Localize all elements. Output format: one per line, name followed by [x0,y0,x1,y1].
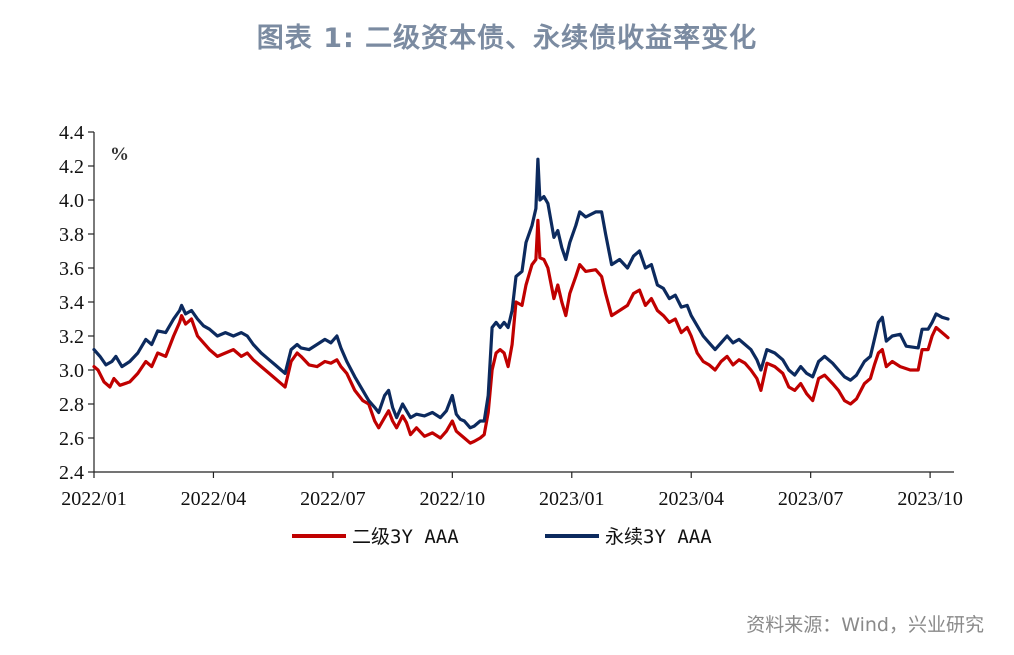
x-axis-ticks: 2022/01 2022/04 2022/07 2022/10 2023/01 2023/… [61,472,963,510]
chart-title: 图表 1: 二级资本债、永续债收益率变化 [256,23,758,54]
source-note: 资料来源：Wind，兴业研究 [746,614,984,636]
legend-label-1: 二级3Y AAA [352,526,459,548]
x-tick-label: 2022/10 [420,488,486,510]
x-tick-label: 2023/04 [658,488,724,510]
y-axis-ticks: 2.4 2.6 2.8 3.0 3.2 3.4 3.6 3.8 4.0 4.2 4.4 [59,122,94,484]
x-tick-label: 2023/07 [778,488,844,510]
y-tick-label: 2.6 [59,428,84,450]
y-tick-label: 3.0 [59,360,84,382]
series-lines [92,157,950,445]
y-tick-label: 4.2 [59,156,84,178]
x-tick-label: 2022/04 [181,488,247,510]
series-line-1 [92,218,950,445]
legend: 二级3Y AAA 永续3Y AAA [292,526,712,548]
y-tick-label: 2.4 [59,462,84,484]
y-tick-label: 3.2 [59,326,84,348]
series-line-2 [92,157,950,430]
legend-label-2: 永续3Y AAA [605,526,712,548]
x-tick-label: 2023/01 [539,488,605,510]
x-tick-label: 2023/10 [897,488,963,510]
y-tick-label: 4.4 [59,122,84,144]
y-tick-label: 3.6 [59,258,84,280]
y-tick-label: 3.4 [59,292,84,314]
y-tick-label: 4.0 [59,190,84,212]
unit-label: % [110,144,129,165]
x-tick-label: 2022/07 [300,488,366,510]
y-tick-label: 2.8 [59,394,84,416]
x-tick-label: 2022/01 [61,488,127,510]
y-tick-label: 3.8 [59,224,84,246]
